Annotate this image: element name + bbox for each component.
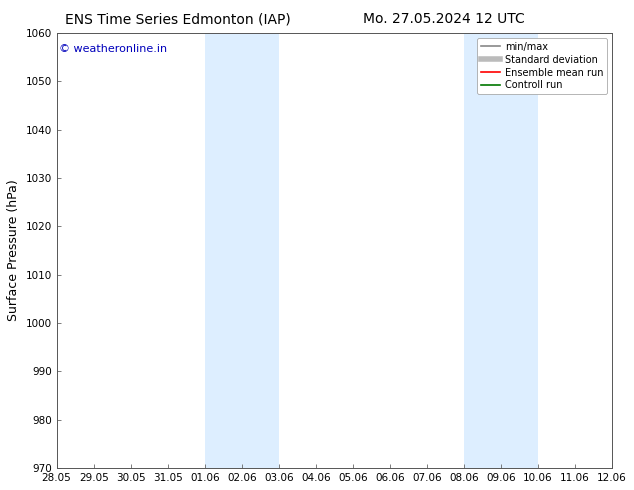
Y-axis label: Surface Pressure (hPa): Surface Pressure (hPa) xyxy=(7,180,20,321)
Text: © weatheronline.in: © weatheronline.in xyxy=(60,44,167,54)
Bar xyxy=(205,33,279,468)
Text: ENS Time Series Edmonton (IAP): ENS Time Series Edmonton (IAP) xyxy=(65,12,290,26)
Bar xyxy=(464,33,538,468)
Text: Mo. 27.05.2024 12 UTC: Mo. 27.05.2024 12 UTC xyxy=(363,12,525,26)
Legend: min/max, Standard deviation, Ensemble mean run, Controll run: min/max, Standard deviation, Ensemble me… xyxy=(477,38,607,95)
